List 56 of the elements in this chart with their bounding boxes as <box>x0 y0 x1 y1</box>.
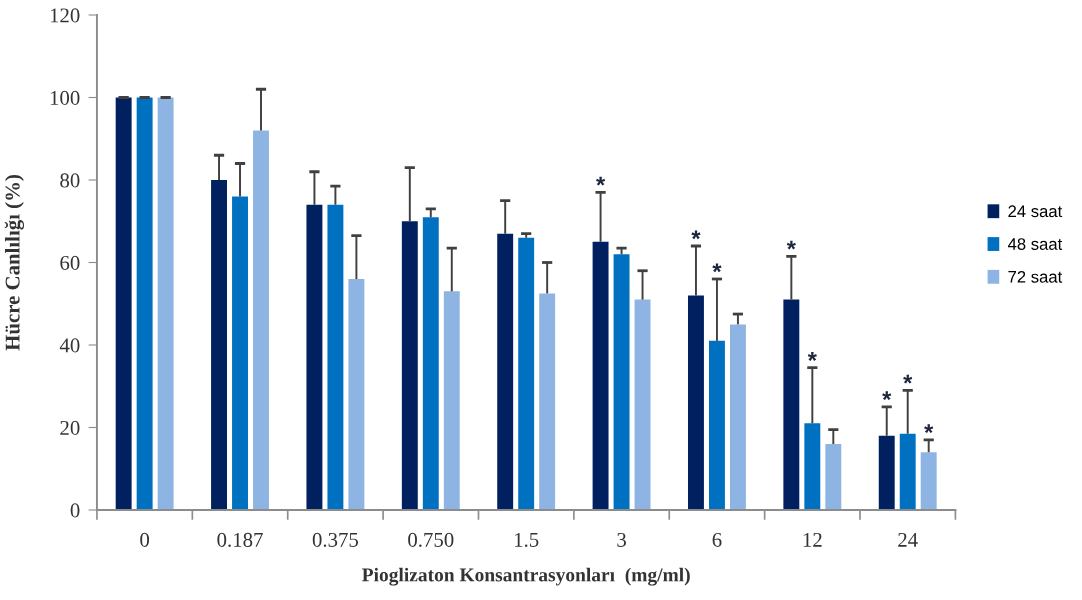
y-tick-label: 60 <box>60 255 80 270</box>
data-label: * <box>712 263 722 273</box>
bar <box>306 204 323 510</box>
bar <box>825 444 842 510</box>
data-label: * <box>596 176 606 186</box>
bar <box>211 180 227 510</box>
bar <box>729 324 746 510</box>
bar <box>443 291 460 510</box>
bar <box>783 299 800 510</box>
bar <box>253 130 269 510</box>
bar <box>688 295 704 510</box>
bar <box>592 241 609 510</box>
data-label: * <box>786 240 796 250</box>
x-tick-label: 1.5 <box>514 532 539 547</box>
y-axis-title: Hücre Canlılığı (%) <box>4 175 25 351</box>
bar <box>708 340 725 510</box>
x-tick-label: 12 <box>803 532 822 547</box>
y-tick-label: 120 <box>50 8 80 23</box>
bar <box>920 452 937 510</box>
bar <box>539 293 556 510</box>
bar <box>422 217 439 510</box>
bar <box>878 435 895 510</box>
bar <box>518 237 535 510</box>
data-label: * <box>807 352 817 361</box>
data-label: * <box>882 391 892 401</box>
data-label: * <box>903 374 913 384</box>
bar <box>899 433 916 510</box>
bar <box>136 97 153 510</box>
bar <box>232 196 248 510</box>
x-tick-label: 0.375 <box>312 532 359 547</box>
bar <box>157 97 174 510</box>
x-tick-label: 6 <box>712 532 722 547</box>
y-tick-label: 0 <box>70 503 80 518</box>
x-tick-label: 24 <box>898 532 918 547</box>
x-axis-title: Pioglizaton Konsantrasyonları (mg/ml) <box>362 567 690 586</box>
y-tick-label: 40 <box>59 338 80 353</box>
legend-label: 72 saat <box>1008 270 1063 283</box>
x-tick-label: 0 <box>140 532 150 547</box>
bar <box>348 279 365 510</box>
bar <box>634 299 651 510</box>
bar <box>804 423 821 510</box>
x-tick-label: 3 <box>617 532 626 547</box>
x-tick-label: 0.750 <box>408 532 454 547</box>
bar <box>327 204 344 510</box>
bar <box>497 233 514 510</box>
bar <box>613 254 630 510</box>
y-tick-label: 20 <box>60 420 80 435</box>
y-tick-label: 100 <box>50 90 80 105</box>
x-tick-label: 0.187 <box>217 532 263 547</box>
legend-label: 48 saat <box>1007 238 1063 250</box>
bar <box>401 221 418 510</box>
legend-label: 24 saat <box>1008 205 1063 218</box>
data-label: * <box>924 424 934 434</box>
y-tick-label: 80 <box>60 173 80 188</box>
data-label: * <box>691 230 701 240</box>
bar <box>115 97 132 510</box>
